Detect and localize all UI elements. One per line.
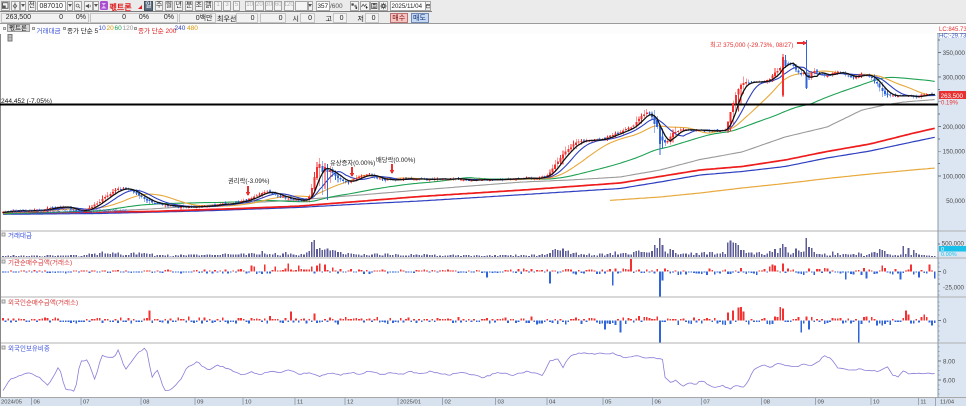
- svg-text:8.00: 8.00: [943, 358, 956, 365]
- svg-text:6.00: 6.00: [943, 377, 956, 384]
- svg-text:03: 03: [498, 400, 504, 406]
- svg-text:HC:-29.73: HC:-29.73: [939, 34, 966, 40]
- svg-text:11: 11: [297, 400, 303, 406]
- svg-text:외국인순매수금액(거래소): 외국인순매수금액(거래소): [8, 298, 78, 307]
- svg-text:10: 10: [873, 400, 879, 406]
- svg-text:50,000: 50,000: [946, 198, 965, 205]
- svg-text:0.19%: 0.19%: [941, 100, 959, 106]
- svg-text:07: 07: [703, 400, 709, 406]
- svg-text:200,000: 200,000: [943, 124, 966, 131]
- svg-text:거래대금: 거래대금: [8, 231, 32, 240]
- svg-text:2024/05: 2024/05: [1, 400, 22, 406]
- svg-text:0: 0: [943, 269, 947, 276]
- svg-text:-25,000: -25,000: [943, 284, 965, 291]
- svg-text:유상증자(0.00%): 유상증자(0.00%): [330, 158, 375, 167]
- svg-text:300,000: 300,000: [943, 75, 966, 82]
- svg-text:500,000: 500,000: [942, 241, 965, 248]
- svg-text:244,452 (-7.05%): 244,452 (-7.05%): [1, 98, 52, 105]
- svg-text:11: 11: [920, 400, 926, 406]
- svg-text:0: 0: [943, 318, 947, 325]
- svg-text:150,000: 150,000: [943, 149, 966, 156]
- svg-text:08: 08: [764, 400, 770, 406]
- svg-text:2025/01: 2025/01: [400, 400, 421, 406]
- svg-text:최고 375,000 (-29.73%, 08/27): 최고 375,000 (-29.73%, 08/27): [710, 41, 793, 49]
- svg-text:350,000: 350,000: [943, 50, 966, 57]
- svg-text:09: 09: [197, 400, 203, 406]
- svg-text:11/04: 11/04: [940, 400, 955, 406]
- svg-text:05: 05: [605, 400, 611, 406]
- svg-text:10: 10: [245, 400, 251, 406]
- svg-text:07: 07: [83, 400, 89, 406]
- svg-text:12: 12: [347, 400, 353, 406]
- svg-text:LC:845.73: LC:845.73: [939, 27, 966, 33]
- svg-text:04: 04: [549, 400, 556, 406]
- svg-text:08: 08: [143, 400, 149, 406]
- svg-text:09: 09: [818, 400, 824, 406]
- svg-text:31,150 31,000 30,625 29,870 28: 31,150 31,000 30,625 29,870 28,750 27,95…: [12, 210, 128, 216]
- svg-text:권리락(-3.09%): 권리락(-3.09%): [228, 176, 270, 185]
- svg-text:기관순매수금액(거래소): 기관순매수금액(거래소): [8, 258, 72, 267]
- svg-text:02: 02: [445, 400, 451, 406]
- svg-text:0: 0: [941, 247, 944, 253]
- svg-text:06: 06: [655, 400, 661, 406]
- svg-text:외국인보유비중: 외국인보유비중: [8, 344, 50, 353]
- svg-text:06: 06: [34, 400, 40, 406]
- svg-text:배당락(0.00%): 배당락(0.00%): [376, 155, 415, 164]
- svg-text:263,500: 263,500: [941, 93, 964, 100]
- svg-text:100,000: 100,000: [943, 173, 966, 180]
- svg-text:0.00%: 0.00%: [941, 252, 957, 258]
